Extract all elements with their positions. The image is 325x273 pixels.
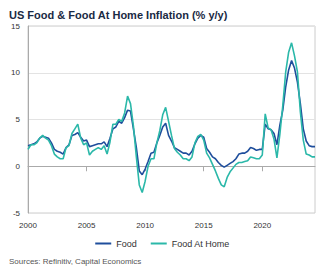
svg-text:Food At Home: Food At Home (172, 239, 230, 249)
svg-text:5: 5 (16, 115, 21, 124)
svg-text:2015: 2015 (195, 221, 213, 230)
svg-text:2020: 2020 (253, 221, 271, 230)
svg-text:0: 0 (16, 162, 21, 171)
svg-text:Food: Food (116, 239, 137, 249)
svg-text:2010: 2010 (136, 221, 154, 230)
svg-text:10: 10 (11, 68, 20, 77)
svg-text:2000: 2000 (19, 221, 37, 230)
svg-text:15: 15 (11, 22, 20, 31)
svg-text:-5: -5 (13, 209, 21, 218)
svg-text:2005: 2005 (78, 221, 96, 230)
svg-text:Sources: Refinitiv, Capital Ec: Sources: Refinitiv, Capital Economics (9, 257, 141, 266)
svg-text:US Food & Food At Home Inflati: US Food & Food At Home Inflation (% y/y) (9, 9, 228, 21)
